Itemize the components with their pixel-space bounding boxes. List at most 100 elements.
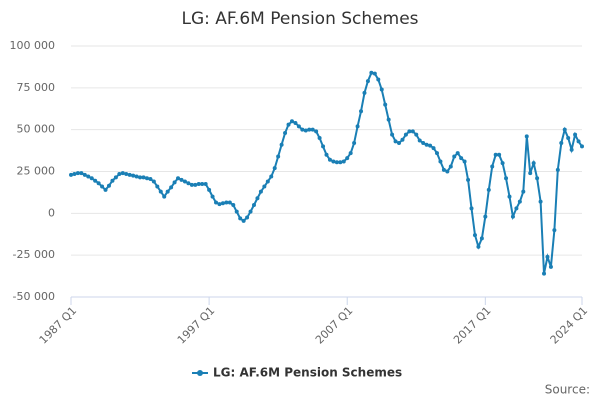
- data-point: [386, 117, 391, 122]
- data-point: [493, 152, 498, 157]
- y-tick-label: 0: [48, 206, 55, 219]
- data-point: [580, 144, 584, 149]
- data-point: [217, 202, 222, 207]
- data-point: [303, 128, 308, 133]
- data-point: [117, 172, 122, 177]
- data-point: [193, 182, 198, 187]
- data-point: [569, 147, 574, 152]
- data-point: [241, 218, 246, 223]
- data-point: [521, 189, 526, 194]
- data-point: [262, 184, 267, 189]
- chart-title: LG: AF.6M Pension Schemes: [181, 9, 418, 29]
- data-point: [251, 202, 256, 207]
- data-point: [448, 164, 453, 169]
- data-point: [155, 184, 160, 189]
- data-point: [576, 139, 581, 144]
- data-point: [438, 159, 443, 164]
- data-point: [272, 166, 277, 171]
- data-point: [538, 199, 543, 204]
- data-point: [283, 131, 288, 136]
- data-point: [231, 202, 236, 207]
- data-point: [397, 141, 402, 146]
- data-point: [376, 77, 381, 82]
- data-point: [296, 124, 301, 129]
- data-point: [203, 182, 208, 187]
- data-point: [372, 71, 377, 76]
- legend-label: LG: AF.6M Pension Schemes: [213, 366, 402, 380]
- data-point: [524, 134, 529, 139]
- x-tick-label: 2024 Q1: [548, 304, 591, 347]
- data-point: [210, 194, 215, 199]
- data-point: [573, 132, 578, 137]
- data-point: [352, 141, 357, 146]
- y-tick-label: 25 000: [17, 165, 56, 178]
- data-point: [504, 176, 509, 181]
- data-point: [179, 177, 184, 182]
- data-point: [248, 209, 253, 214]
- data-point: [552, 228, 557, 233]
- data-point: [300, 127, 305, 132]
- data-point: [69, 172, 73, 177]
- data-point: [134, 174, 139, 179]
- data-point: [151, 179, 156, 184]
- x-tick-label: 1987 Q1: [37, 304, 80, 347]
- data-point: [276, 154, 281, 159]
- data-point: [383, 102, 388, 107]
- data-point: [279, 142, 284, 147]
- data-point: [379, 87, 384, 92]
- y-tick-label: 100 000: [10, 39, 56, 52]
- legend-marker: [197, 370, 203, 376]
- data-point: [400, 137, 405, 142]
- data-point: [362, 90, 367, 95]
- data-point: [124, 172, 129, 177]
- y-tick-label: 75 000: [17, 81, 56, 94]
- data-point: [428, 143, 433, 148]
- data-point: [162, 194, 167, 199]
- data-point: [289, 119, 294, 124]
- data-point: [327, 157, 332, 162]
- data-point: [120, 171, 125, 176]
- data-point: [214, 200, 219, 205]
- data-point: [293, 120, 298, 125]
- data-point: [245, 215, 250, 220]
- data-point: [542, 271, 547, 276]
- data-point: [182, 179, 187, 184]
- data-point: [207, 187, 212, 192]
- data-point: [224, 200, 229, 205]
- data-point: [421, 141, 426, 146]
- data-point: [106, 183, 111, 188]
- data-point: [359, 109, 364, 114]
- data-point: [165, 189, 170, 194]
- data-point: [100, 184, 105, 189]
- data-point: [490, 164, 495, 169]
- data-point: [331, 159, 336, 164]
- data-point: [424, 142, 429, 147]
- data-point: [403, 132, 408, 137]
- data-point: [72, 172, 77, 177]
- data-point: [341, 159, 346, 164]
- source: Source:: [545, 383, 590, 397]
- data-point: [414, 132, 419, 137]
- data-point: [466, 177, 471, 182]
- data-point: [258, 189, 263, 194]
- data-point: [317, 136, 322, 141]
- data-point: [227, 200, 232, 205]
- data-point: [441, 167, 446, 172]
- data-point: [310, 127, 315, 132]
- data-point: [462, 159, 467, 164]
- data-point: [196, 182, 201, 187]
- data-point: [369, 70, 374, 75]
- data-point: [307, 127, 312, 132]
- data-point: [393, 139, 398, 144]
- data-point: [483, 214, 488, 219]
- data-point: [514, 206, 519, 211]
- data-point: [469, 206, 474, 211]
- data-point: [500, 161, 505, 166]
- data-point: [75, 171, 80, 176]
- data-point: [417, 138, 422, 143]
- data-point: [138, 175, 143, 180]
- data-point: [103, 187, 108, 192]
- data-point: [455, 151, 460, 156]
- data-point: [562, 127, 567, 132]
- data-point: [479, 236, 484, 241]
